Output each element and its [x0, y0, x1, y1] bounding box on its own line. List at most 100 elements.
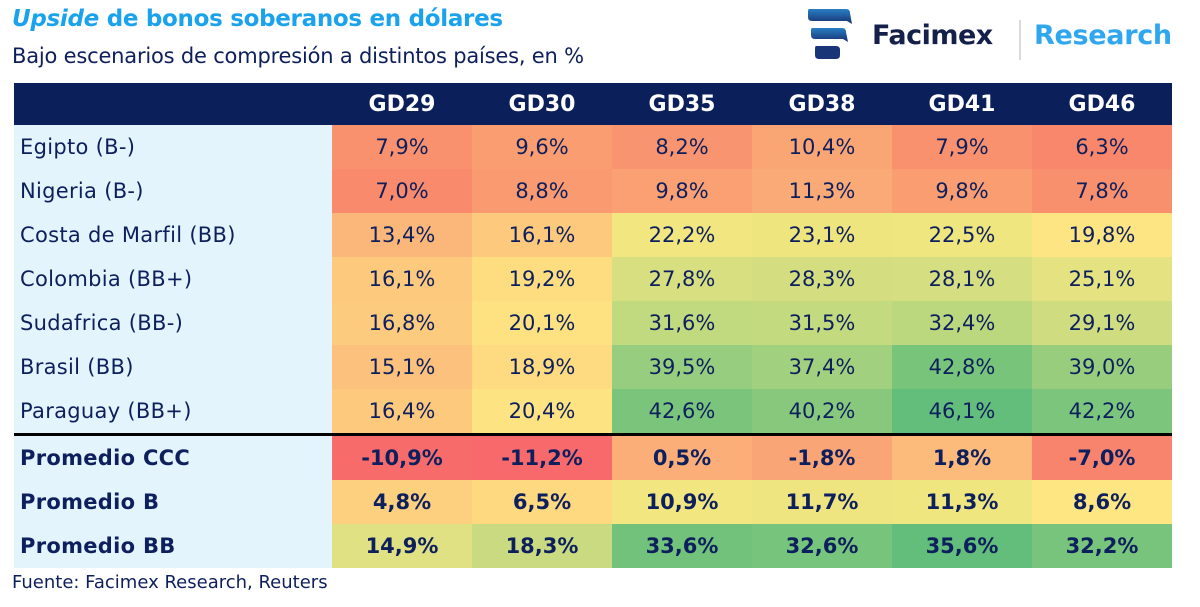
heatmap-cell: 8,8% [472, 169, 612, 213]
country-row: Sudafrica (BB-) 16,8% 20,1% 31,6% 31,5% 32,4%… [14, 301, 1172, 345]
row-label: Promedio BB [14, 524, 332, 568]
heatmap-cell: 7,9% [892, 125, 1032, 169]
heatmap-cell: 32,2% [1032, 524, 1172, 568]
heatmap-cell: 25,1% [1032, 257, 1172, 301]
heatmap-cell: 22,5% [892, 213, 1032, 257]
heatmap-cell: 39,0% [1032, 345, 1172, 389]
heatmap-cell: 27,8% [612, 257, 752, 301]
heatmap-cell: 19,2% [472, 257, 612, 301]
row-label: Brasil (BB) [14, 345, 332, 389]
row-label: Promedio CCC [14, 433, 332, 480]
country-row: Paraguay (BB+) 16,4% 20,4% 42,6% 40,2% 46,1% 4… [14, 389, 1172, 435]
heatmap-cell: 18,9% [472, 345, 612, 389]
source-note: Fuente: Facimex Research, Reuters [12, 572, 328, 593]
heatmap-cell: 37,4% [752, 345, 892, 389]
heatmap-cell: 16,8% [332, 301, 472, 345]
heatmap-cell: 22,2% [612, 213, 752, 257]
heatmap-cell: 6,3% [1032, 125, 1172, 169]
heatmap-cell: 39,5% [612, 345, 752, 389]
heatmap-cell: 10,4% [752, 125, 892, 169]
heatmap-cell: 31,6% [612, 301, 752, 345]
heatmap-cell: 32,6% [752, 524, 892, 568]
heatmap-cell: 7,8% [1032, 169, 1172, 213]
heatmap-cell: 29,1% [1032, 301, 1172, 345]
heatmap-cell: 28,1% [892, 257, 1032, 301]
heatmap-cell: 9,8% [612, 169, 752, 213]
heatmap-cell: 18,3% [472, 524, 612, 568]
country-row: Brasil (BB) 15,1% 18,9% 39,5% 37,4% 42,8% 39,0… [14, 345, 1172, 389]
heatmap-cell: 46,1% [892, 389, 1032, 435]
logo-divider [1019, 20, 1021, 60]
heatmap-cell: 42,8% [892, 345, 1032, 389]
row-label: Costa de Marfil (BB) [14, 213, 332, 257]
heatmap-cell: -11,2% [472, 433, 612, 480]
row-label: Colombia (BB+) [14, 257, 332, 301]
average-row: Promedio CCC -10,9% -11,2% 0,5% -1,8% 1,8% -7,… [14, 433, 1172, 480]
row-label-header [14, 83, 332, 125]
heatmap-cell: 9,6% [472, 125, 612, 169]
column-header: GD41 [892, 83, 1032, 125]
heatmap-cell: 14,9% [332, 524, 472, 568]
heatmap-cell: 16,4% [332, 389, 472, 435]
table-body: Egipto (B-) 7,9% 9,6% 8,2% 10,4% 7,9% 6,3% Nige… [14, 125, 1172, 568]
column-header-row: GD29 GD30 GD35 GD38 GD41 GD46 [14, 83, 1172, 125]
heatmap-cell: 13,4% [332, 213, 472, 257]
row-label: Paraguay (BB+) [14, 389, 332, 435]
heatmap-cell: 42,6% [612, 389, 752, 435]
column-header: GD46 [1032, 83, 1172, 125]
logo-division-text: Research [1034, 20, 1172, 51]
column-header: GD30 [472, 83, 612, 125]
heatmap-cell: 10,9% [612, 480, 752, 524]
heatmap-cell: 31,5% [752, 301, 892, 345]
heatmap-cell: 33,6% [612, 524, 752, 568]
upside-heatmap-table: GD29 GD30 GD35 GD38 GD41 GD46 Egipto (B-… [14, 83, 1172, 568]
heatmap-cell: 7,9% [332, 125, 472, 169]
heatmap-cell: 32,4% [892, 301, 1032, 345]
heatmap-cell: 28,3% [752, 257, 892, 301]
column-header: GD29 [332, 83, 472, 125]
row-label: Egipto (B-) [14, 125, 332, 169]
chart-subtitle: Bajo escenarios de compresión a distinto… [12, 44, 584, 68]
average-row: Promedio BB 14,9% 18,3% 33,6% 32,6% 35,6% 32,2… [14, 524, 1172, 568]
heatmap-cell: -10,9% [332, 433, 472, 480]
country-row: Egipto (B-) 7,9% 9,6% 8,2% 10,4% 7,9% 6,3% [14, 125, 1172, 169]
chart-title: Upside de bonos soberanos en dólares [12, 6, 503, 32]
heatmap-cell: 16,1% [472, 213, 612, 257]
logo-brand-text: Facimex [872, 20, 993, 51]
heatmap-cell: 11,3% [892, 480, 1032, 524]
heatmap-cell: -1,8% [752, 433, 892, 480]
heatmap-cell: 23,1% [752, 213, 892, 257]
heatmap-cell: 11,3% [752, 169, 892, 213]
heatmap-cell: 8,6% [1032, 480, 1172, 524]
heatmap-cell: 1,8% [892, 433, 1032, 480]
chart-title-italic: Upside [12, 6, 99, 32]
column-header: GD38 [752, 83, 892, 125]
country-row: Costa de Marfil (BB) 13,4% 16,1% 22,2% 23,1%… [14, 213, 1172, 257]
column-header: GD35 [612, 83, 752, 125]
heatmap-cell: 40,2% [752, 389, 892, 435]
row-label: Promedio B [14, 480, 332, 524]
facimex-logo-icon [808, 9, 852, 59]
heatmap-cell: 7,0% [332, 169, 472, 213]
heatmap-cell: 9,8% [892, 169, 1032, 213]
heatmap-cell: 16,1% [332, 257, 472, 301]
average-row: Promedio B 4,8% 6,5% 10,9% 11,7% 11,3% 8,6% [14, 480, 1172, 524]
row-label: Sudafrica (BB-) [14, 301, 332, 345]
heatmap-cell: 20,4% [472, 389, 612, 435]
country-row: Colombia (BB+) 16,1% 19,2% 27,8% 28,3% 28,1% 2… [14, 257, 1172, 301]
heatmap-cell: 20,1% [472, 301, 612, 345]
heatmap-cell: 0,5% [612, 433, 752, 480]
heatmap-cell: 19,8% [1032, 213, 1172, 257]
country-row: Nigeria (B-) 7,0% 8,8% 9,8% 11,3% 9,8% 7,8% [14, 169, 1172, 213]
facimex-logo: Facimex Research [806, 6, 1186, 66]
heatmap-cell: 15,1% [332, 345, 472, 389]
heatmap-cell: -7,0% [1032, 433, 1172, 480]
heatmap-cell: 42,2% [1032, 389, 1172, 435]
heatmap-cell: 11,7% [752, 480, 892, 524]
heatmap-cell: 8,2% [612, 125, 752, 169]
heatmap-cell: 6,5% [472, 480, 612, 524]
chart-title-rest: de bonos soberanos en dólares [98, 6, 503, 32]
heatmap-cell: 35,6% [892, 524, 1032, 568]
row-label: Nigeria (B-) [14, 169, 332, 213]
heatmap-cell: 4,8% [332, 480, 472, 524]
